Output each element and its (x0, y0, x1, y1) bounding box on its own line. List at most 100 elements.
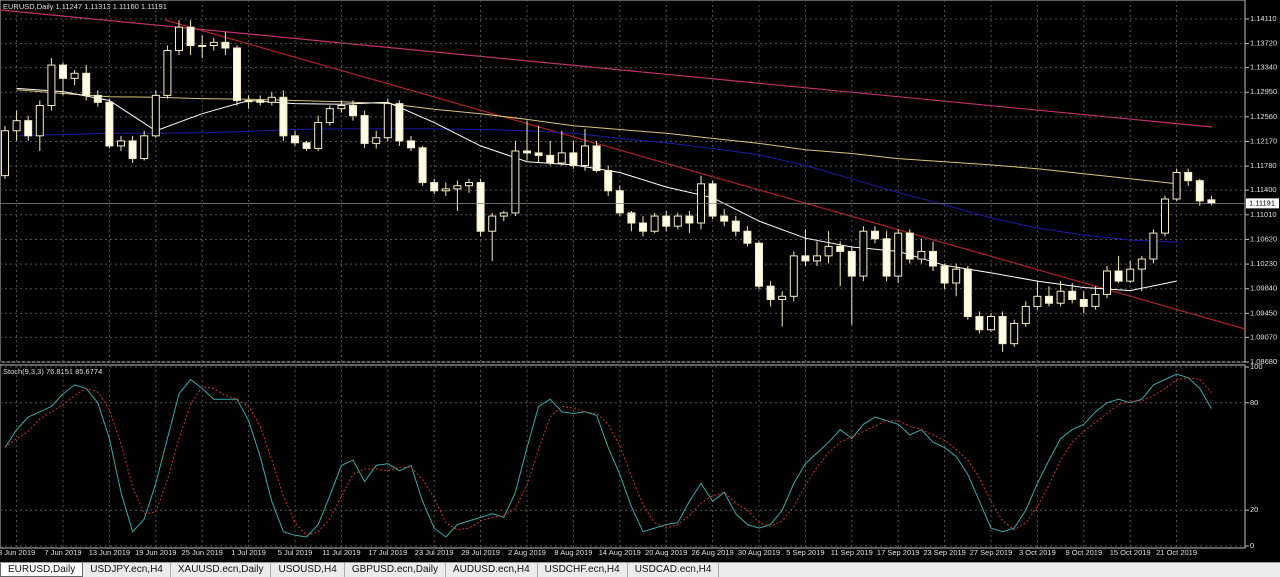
candle-body (511, 150, 520, 214)
candle-body (987, 316, 995, 331)
x-tick-label: 29 Jul 2019 (461, 548, 500, 557)
candle-body (894, 232, 903, 277)
candle-body (824, 245, 833, 257)
candle-body (546, 154, 555, 164)
tab[interactable]: EURUSD,Daily (0, 563, 84, 577)
candle-body (998, 316, 1007, 345)
x-tick-label: 21 Oct 2019 (1156, 548, 1197, 557)
candle-body (662, 215, 671, 227)
tab[interactable]: USDCHF.ecn,H4 (538, 563, 628, 577)
candle-body (778, 295, 787, 300)
last-price-label: 1.11191 (1249, 198, 1275, 207)
candle-body (256, 99, 265, 103)
candle-body (279, 96, 288, 137)
y-tick-label: 1.10230 (1250, 259, 1277, 268)
candle-body (1184, 171, 1193, 182)
candle-body (1091, 293, 1100, 307)
tab[interactable]: AUDUSD.ecn,H4 (446, 563, 538, 577)
candle-body (175, 26, 183, 52)
candle-body (673, 215, 682, 227)
candle-body (1172, 171, 1181, 200)
candle-body (755, 242, 763, 287)
y-tick-label: 1.09840 (1250, 284, 1277, 293)
x-tick-label: 13 Jun 2019 (89, 548, 130, 557)
y-tick-label: 1.10620 (1250, 234, 1277, 243)
price-pane (0, 0, 1246, 363)
y-tick-label: 1.12560 (1250, 112, 1277, 121)
candle-body (82, 72, 91, 96)
y-tick-label: 1.11010 (1250, 210, 1277, 219)
x-tick-label: 3 Jun 2019 (0, 548, 35, 557)
candle-body (1103, 270, 1111, 295)
y-tick-label: 1.13340 (1250, 63, 1277, 72)
tab[interactable]: GBPUSD.ecn,Daily (345, 563, 446, 577)
candle-body (267, 96, 276, 103)
candle-body (871, 230, 879, 240)
series-line (4, 373, 1212, 538)
x-tick-label: 26 Aug 2019 (692, 548, 734, 557)
series-line (4, 377, 1212, 536)
y-tick-label: 0 (1250, 541, 1254, 550)
y-tick-label: 1.11780 (1250, 161, 1277, 170)
candle-body (233, 47, 241, 101)
candle-body (325, 108, 334, 124)
indicator-title: Stoch(9,3,3) 76.8151 85.6774 (3, 367, 102, 376)
candle-body (383, 103, 392, 139)
tab[interactable]: USDCAD.ecn,H4 (628, 563, 720, 577)
y-tick-label: 1.11400 (1250, 185, 1277, 194)
x-tick-label: 14 Aug 2019 (599, 548, 641, 557)
candle-body (163, 50, 172, 96)
tab[interactable]: USDJPY.ecn,H4 (83, 563, 171, 577)
candle-body (117, 140, 125, 147)
candle-body (836, 245, 845, 252)
candle-body (523, 150, 531, 154)
candle-body (198, 44, 207, 47)
candle-body (465, 182, 473, 187)
candle-body (407, 140, 415, 149)
y-tick-label: 1.09450 (1250, 308, 1277, 317)
candle-body (905, 232, 914, 260)
candle-body (940, 265, 949, 284)
y-tick-label: 1.12950 (1250, 87, 1277, 96)
candle-body (720, 215, 729, 222)
last-price-box (1246, 198, 1279, 209)
x-tick-label: 8 Aug 2019 (554, 548, 592, 557)
candle-body (1149, 232, 1158, 260)
candle-body (1056, 290, 1065, 304)
candle-body (639, 222, 647, 232)
candle-body (650, 215, 659, 232)
x-tick-label: 30 Aug 2019 (738, 548, 780, 557)
candle-body (534, 152, 543, 156)
candle-body (360, 115, 369, 144)
candle-body (813, 255, 821, 262)
candle-body (882, 238, 891, 277)
candle-body (128, 140, 137, 160)
x-tick-label: 7 Jun 2019 (44, 548, 81, 557)
candle-body (70, 72, 79, 79)
candle-body (801, 255, 810, 262)
candle-body (1137, 258, 1146, 270)
candle-body (221, 41, 230, 49)
candle-body (859, 230, 868, 277)
candle-body (592, 145, 601, 172)
candle-body (1045, 295, 1053, 304)
tab[interactable]: XAUUSD.ecn,Daily (171, 563, 272, 577)
candle-body (453, 185, 462, 190)
tab[interactable]: USOUSD,H4 (271, 563, 345, 577)
candle-body (105, 101, 114, 147)
candle-body (499, 212, 508, 217)
x-tick-label: 9 Oct 2019 (1065, 548, 1102, 557)
x-tick-label: 11 Sep 2019 (831, 548, 873, 557)
candle-body (708, 183, 717, 217)
x-tick-label: 5 Jul 2019 (278, 548, 313, 557)
candle-body (418, 147, 427, 184)
y-tick-label: 100 (1250, 362, 1263, 371)
trendline (164, 19, 1246, 330)
candle-body (604, 170, 613, 192)
x-tick-label: 17 Jul 2019 (368, 548, 407, 557)
chart: EURUSD,Daily 1.11247 1.11313 1.11160 1.1… (0, 0, 1279, 557)
candle-body (12, 120, 21, 132)
x-tick-label: 20 Aug 2019 (645, 548, 687, 557)
candle-body (615, 190, 624, 214)
candle-body (349, 105, 357, 117)
